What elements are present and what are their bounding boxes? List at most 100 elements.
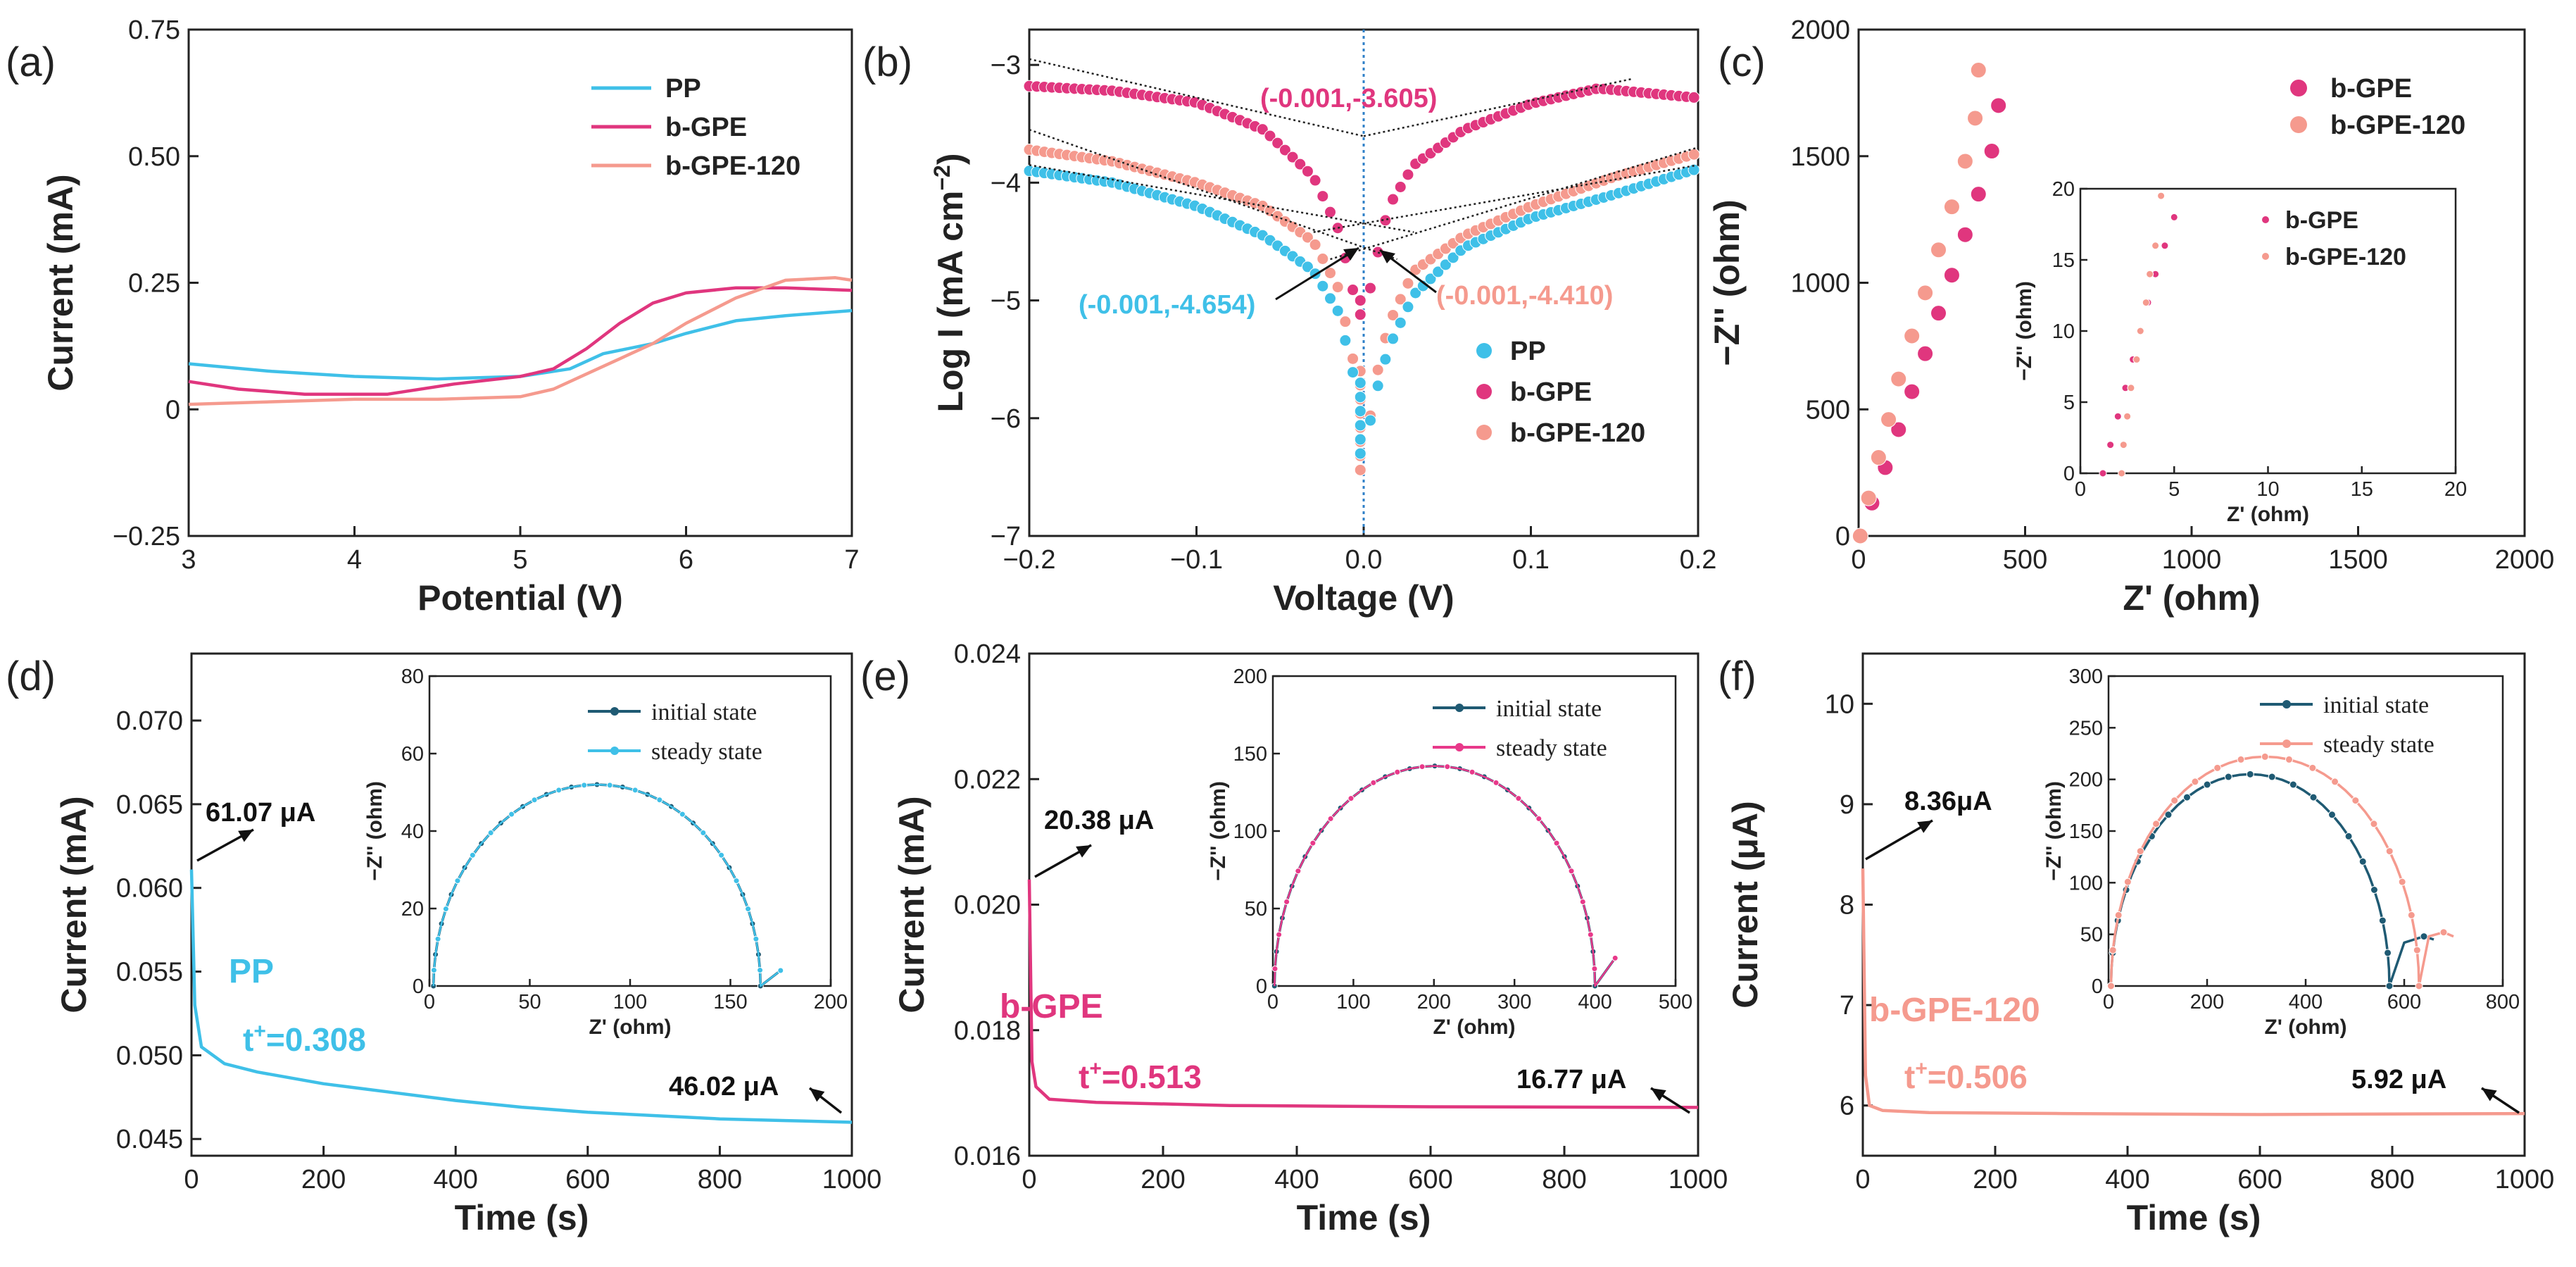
y-tick-label: 0.022 (954, 765, 1021, 794)
x-axis-label: Z' (ohm) (589, 1016, 671, 1039)
inset-point-initial (2385, 982, 2394, 990)
y-tick-label: 200 (1233, 666, 1267, 688)
inset-legend-marker-0 (2282, 700, 2291, 709)
inset-point-initial (2378, 916, 2387, 925)
arrow-e-start (1034, 844, 1092, 878)
inset-point-steady (656, 797, 663, 804)
legend-label-PP: PP (665, 74, 701, 104)
x-tick-label: 7 (844, 545, 859, 575)
nyquist-point-b-GPE-120 (1852, 528, 1868, 544)
x-tick-label: 800 (2486, 991, 2520, 1013)
inset-point-steady (700, 830, 707, 837)
inset-point-initial (2224, 773, 2232, 781)
x-tick-label: 15 (2351, 478, 2373, 501)
y-tick-label: 2000 (1790, 15, 1850, 45)
panel-b: −0.2 −0.1 0.0 0.1 0.2 −7 −6 −5 −4 −3 Voltage (V) Lo… (929, 28, 1716, 618)
inset-arc-steady (432, 783, 781, 987)
arrow-e-end (1650, 1087, 1690, 1114)
inset-point-steady (1493, 779, 1500, 786)
inset-point-initial (2164, 811, 2173, 819)
inset-point-steady (1370, 779, 1377, 786)
legend-label-b-GPE-120: b-GPE-120 (665, 151, 800, 181)
tafel-point-b-GPE (1347, 284, 1359, 297)
plot-frame (1857, 28, 2526, 537)
transference-d-sup: + (253, 1020, 266, 1043)
x-tick-label: 800 (698, 1165, 742, 1194)
y-tick-label: 10 (1825, 689, 1854, 719)
tafel-point-PP (1371, 380, 1384, 392)
y-tick-label: 200 (2069, 769, 2103, 792)
y-tick-label: 6 (1840, 1092, 1854, 1121)
inset-point-steady (745, 906, 752, 913)
tafel-point-b-GPE-120 (1387, 308, 1400, 321)
x-axis-label: Z' (ohm) (2227, 503, 2309, 526)
series-line-b-GPE-120 (188, 276, 853, 406)
legend-label-b-GPE: b-GPE (665, 113, 747, 142)
inset-legend-label-1: steady state (1496, 735, 1607, 761)
x-tick-label: 1000 (822, 1165, 882, 1194)
inset-point-steady (442, 906, 449, 913)
inset-point-steady (2109, 946, 2117, 954)
tafel-point-b-GPE (1354, 308, 1366, 321)
plot-frame (187, 28, 853, 537)
x-tick-label: 500 (1659, 991, 1692, 1013)
inset-point-steady (2351, 797, 2360, 805)
tafel-point-b-GPE (1688, 91, 1700, 104)
nyquist-point-b-GPE (1990, 97, 2007, 114)
x-tick-label: 500 (2003, 545, 2047, 575)
tafel-point-PP (1354, 447, 1366, 460)
x-tick-label: 1500 (2328, 545, 2388, 575)
y-axis-label: Current (mA) (54, 796, 94, 1013)
inset-point-b-GPE-120 (2142, 299, 2150, 307)
x-tick-label: 600 (1408, 1165, 1452, 1194)
inset-point-b-GPE (2106, 441, 2115, 449)
x-tick-label: 600 (2237, 1165, 2282, 1194)
y-axis-label: −Z'' (ohm) (2042, 781, 2066, 881)
inset-point-initial (2370, 886, 2378, 894)
inset-point-steady (2331, 778, 2339, 786)
y-tick-label: 1000 (1790, 269, 1850, 299)
inset-legend-label-0: initial state (651, 699, 757, 725)
x-tick-label: 5 (2168, 478, 2180, 501)
y-tick-label: −5 (991, 287, 1021, 316)
x-tick-label: 1000 (2162, 545, 2222, 575)
inset-point-steady (777, 967, 784, 974)
nyquist-point-b-GPE (1956, 226, 1973, 243)
tafel-point-b-GPE-120 (1324, 267, 1336, 280)
y-tick-label: 40 (401, 820, 424, 843)
tafel-point-b-GPE (1264, 130, 1276, 142)
inset-point-steady (2123, 878, 2132, 886)
inset-point-b-GPE (2161, 242, 2169, 250)
inset-point-steady (1515, 795, 1522, 802)
inset-point-steady (757, 967, 764, 974)
x-axis-label: Time (s) (455, 1198, 589, 1237)
tafel-point-PP (1301, 261, 1314, 273)
nyquist-point-b-GPE (1904, 383, 1921, 400)
inset-point-steady (2237, 755, 2245, 763)
y-tick-label: 250 (2069, 717, 2103, 739)
inset-point-steady (2385, 847, 2394, 856)
x-axis-label: Z' (ohm) (2264, 1016, 2346, 1039)
inset-legend-marker-1 (2282, 739, 2291, 748)
inset-point-steady (1444, 763, 1451, 770)
x-tick-label: 0 (1022, 1165, 1036, 1194)
tangent-line (1029, 128, 1397, 261)
nyquist-point-b-GPE (1943, 267, 1960, 284)
inset-point-steady (2415, 982, 2423, 990)
tafel-point-b-GPE (1387, 193, 1400, 206)
tafel-point-b-GPE (1354, 294, 1366, 307)
inset-legend-label-0: initial state (1496, 696, 1602, 722)
x-tick-label: 150 (713, 991, 747, 1013)
tafel-point-PP (1439, 258, 1452, 271)
y-tick-label: 50 (1245, 898, 1267, 920)
tafel-point-PP (1324, 292, 1336, 305)
nyquist-point-b-GPE (1917, 345, 1934, 362)
transference-f: t+=0.506 (1904, 1057, 2028, 1095)
panel-label-f: (f) (1718, 654, 1757, 699)
x-axis-label: Potential (V) (417, 578, 623, 618)
nyquist-point-b-GPE-120 (1917, 285, 1934, 301)
x-tick-label: 200 (2190, 991, 2224, 1013)
x-axis-label: Time (s) (1297, 1198, 1431, 1237)
